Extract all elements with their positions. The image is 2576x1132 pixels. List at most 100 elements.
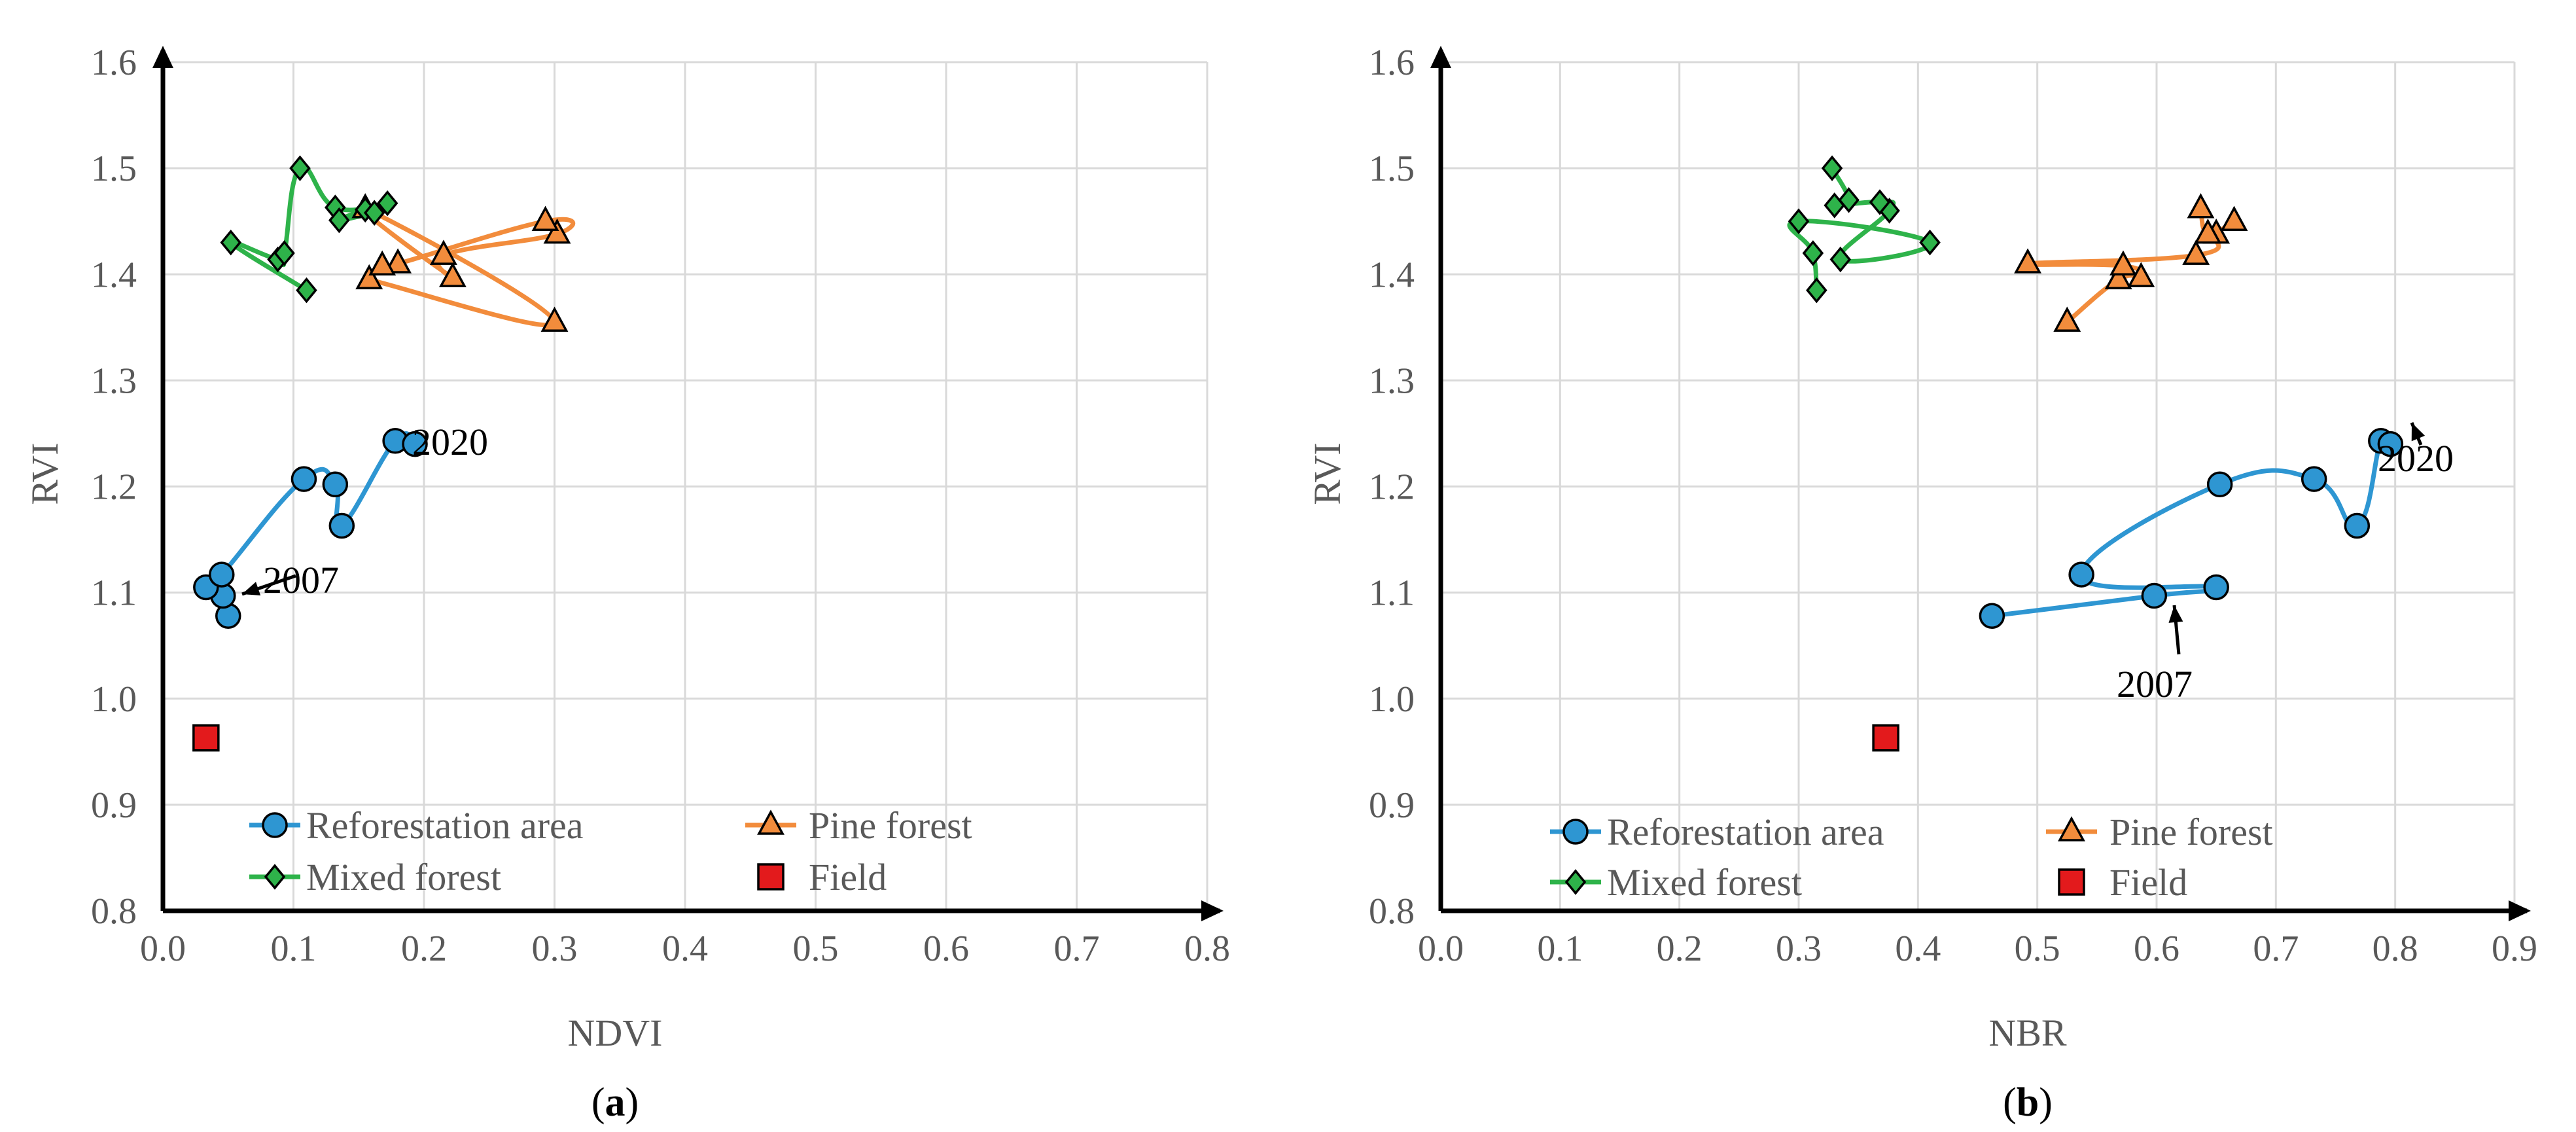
data-point-triangle — [531, 205, 559, 231]
data-point-triangle — [540, 306, 569, 332]
tick-labels: 0.8 0.9 1.0 1.1 1.2 1.3 1.4 1.5 1.6 0.0 0.1 0.2 0.3 0… — [91, 43, 1230, 969]
annotation-label: 2020 — [2378, 437, 2454, 480]
axes — [152, 46, 1224, 921]
x-tick-label: 0.6 — [2134, 929, 2179, 969]
panel-caption: (a) — [591, 1080, 639, 1125]
y-tick-label: 0.8 — [1369, 891, 1415, 932]
x-tick-label: 0.3 — [532, 929, 578, 969]
legend-label: Mixed forest — [306, 856, 501, 898]
annotation-label: 2007 — [2117, 663, 2193, 705]
series-line-diamond — [228, 164, 391, 293]
data-point-circle — [291, 466, 317, 492]
y-tick-label: 1.0 — [91, 679, 137, 720]
caption-open: ( — [2003, 1080, 2017, 1125]
data-point-diamond — [1829, 246, 1852, 273]
data-point-diamond — [220, 229, 242, 256]
y-tick-label: 1.0 — [1369, 679, 1415, 720]
data-point-diamond — [328, 207, 350, 234]
data-point-triangle — [355, 264, 383, 290]
data-point-diamond — [296, 277, 317, 304]
data-point-diamond — [1806, 277, 1827, 304]
gridlines — [1441, 61, 2516, 911]
legend-marker — [1564, 869, 1587, 895]
data-point-diamond — [1802, 240, 1824, 266]
data-point-diamond — [289, 155, 311, 181]
data-point-triangle — [2104, 264, 2132, 290]
caption-letter: a — [605, 1080, 626, 1125]
data-point-diamond — [273, 240, 295, 266]
data-point-triangle — [2182, 239, 2210, 265]
data-point-triangle — [429, 239, 457, 265]
x-tick-label: 0.6 — [923, 929, 969, 969]
data-point-triangle — [2053, 306, 2081, 332]
annotations: 2020 2007 — [2117, 422, 2454, 705]
data-point-diamond — [1869, 189, 1891, 215]
x-tick-label: 0.2 — [1657, 929, 1703, 969]
data-point-triangle — [2220, 205, 2248, 231]
x-axis-arrowhead — [2509, 900, 2531, 921]
tick-labels: 0.8 0.9 1.0 1.1 1.2 1.3 1.4 1.5 1.6 0.0 0.1 0.2 0.3 0… — [1369, 43, 2537, 969]
x-tick-label: 0.5 — [2015, 929, 2060, 969]
caption-letter: b — [2017, 1080, 2039, 1125]
data-point-circle — [2141, 582, 2168, 609]
legend-label: Pine forest — [2109, 811, 2273, 853]
legend-label: Pine forest — [809, 804, 972, 847]
series-line-diamond — [1787, 166, 1933, 293]
data-point-diamond — [1788, 208, 1810, 234]
legend-marker — [757, 863, 785, 891]
legend-label: Mixed forest — [1607, 861, 1802, 904]
caption-close: ) — [2039, 1080, 2053, 1125]
axes — [1430, 46, 2531, 921]
legend-marker — [2058, 816, 2085, 841]
legend-marker — [264, 864, 286, 890]
data-point-circle — [2206, 471, 2233, 498]
annotation-arrowhead — [2168, 605, 2183, 623]
y-tick-label: 1.3 — [91, 361, 137, 401]
data-point-circle — [2344, 512, 2371, 539]
gridlines — [163, 61, 1209, 911]
y-axis-title: RVI — [24, 442, 66, 504]
y-tick-label: 0.9 — [1369, 785, 1415, 826]
x-tick-label: 0.1 — [271, 929, 317, 969]
data-point-circle — [2377, 431, 2404, 457]
y-tick-label: 1.6 — [91, 43, 137, 83]
legend-marker — [757, 809, 785, 835]
x-tick-label: 0.9 — [2492, 929, 2537, 969]
x-tick-label: 0.2 — [401, 929, 447, 969]
caption-close: ) — [626, 1080, 639, 1125]
data-point-circle — [2068, 561, 2094, 588]
y-tick-label: 1.3 — [1369, 361, 1415, 401]
legend-marker — [2058, 868, 2085, 896]
y-axis-arrowhead — [1430, 46, 1451, 68]
x-tick-label: 0.8 — [2373, 929, 2418, 969]
chart-b: 0.8 0.9 1.0 1.1 1.2 1.3 1.4 1.5 1.6 0.0 0.1 0.2 0.3 0… — [1306, 43, 2537, 1125]
y-tick-label: 1.4 — [91, 255, 137, 295]
series-lines — [203, 164, 576, 618]
data-point-triangle — [384, 248, 412, 274]
y-tick-label: 1.1 — [91, 573, 137, 614]
x-axis-title: NDVI — [568, 1012, 663, 1054]
x-tick-label: 0.4 — [662, 929, 708, 969]
data-point-circle — [402, 431, 428, 457]
data-point-square — [192, 724, 220, 752]
legend-label: Reforestation area — [1607, 811, 1884, 853]
chart-panel-b: 0.8 0.9 1.0 1.1 1.2 1.3 1.4 1.5 1.6 0.0 0.1 0.2 0.3 0… — [1288, 0, 2575, 1132]
data-point-circle — [1979, 603, 2005, 629]
data-point-triangle — [2194, 218, 2222, 244]
legend-marker — [1562, 819, 1589, 845]
x-tick-label: 0.0 — [1418, 929, 1464, 969]
data-point-diamond — [363, 200, 385, 226]
y-tick-label: 0.9 — [91, 785, 137, 826]
y-tick-label: 1.6 — [1369, 43, 1415, 83]
series-line-circle — [1989, 431, 2393, 618]
data-points — [1788, 155, 2404, 752]
x-tick-label: 0.1 — [1537, 929, 1583, 969]
x-tick-label: 0.0 — [140, 929, 186, 969]
data-point-circle — [328, 512, 355, 539]
y-tick-label: 1.1 — [1369, 573, 1415, 614]
x-tick-label: 0.3 — [1776, 929, 1822, 969]
annotations: 2020 2007 — [241, 421, 488, 601]
x-tick-label: 0.7 — [2253, 929, 2299, 969]
panel-caption: (b) — [2003, 1080, 2053, 1125]
y-tick-label: 1.5 — [91, 149, 137, 189]
